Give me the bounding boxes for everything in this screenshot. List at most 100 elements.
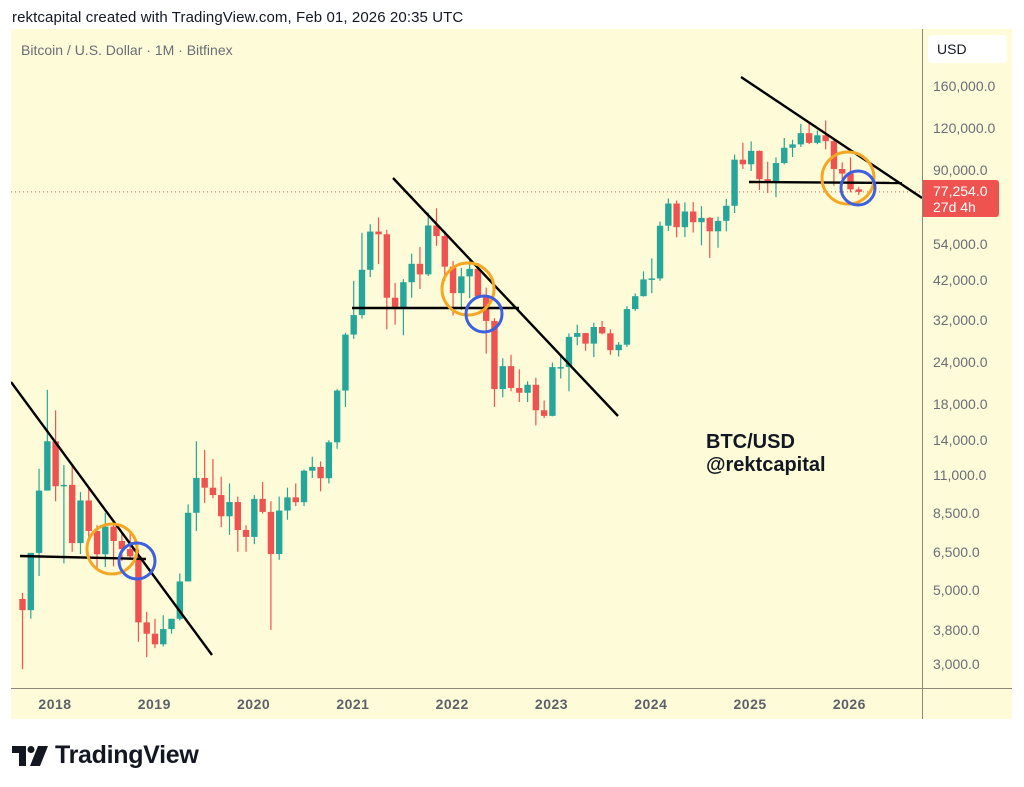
candle-body [209,487,217,496]
candle-body [68,484,76,544]
candle-body [855,189,862,192]
candle-body [640,279,647,297]
candle-body [383,234,391,298]
candle-body [648,278,655,280]
candle-body [615,344,622,351]
price-tick-label: 3,800.0 [933,621,980,638]
candle-body [524,384,531,393]
candle-body [673,203,680,228]
price-tick-label: 5,000.0 [933,581,980,598]
candle-body [367,231,374,270]
tradingview-logo[interactable]: TradingView [12,741,199,770]
candle-body [656,225,664,279]
candle-body [342,334,349,391]
tradingview-logo-icon [12,745,48,766]
candle-body [375,231,382,235]
candle-body [574,333,581,337]
currency-button[interactable]: USD [928,35,1007,63]
candle-body [565,336,573,368]
support-line-2018 [19,554,147,561]
time-tick-label: 2025 [733,696,767,712]
candle-body [747,150,755,165]
candle-body [532,384,540,411]
orange-circle-2018 [85,522,139,576]
candle-body [689,211,697,223]
candle-body [400,282,407,307]
price-tick-label: 3,000.0 [933,656,980,673]
time-tick-label: 2026 [832,696,866,712]
candle-body [85,500,92,531]
candle-body [102,526,109,555]
candle-body [267,511,275,555]
price-tick-label: 18,000.0 [933,395,988,412]
candle-body [325,442,333,479]
candle-body [168,618,175,630]
candle-body [781,147,788,164]
candle-body [723,205,730,221]
candle-body [540,410,548,416]
candle-body [77,500,84,544]
candle-body [516,387,523,393]
time-tick-label: 2022 [435,696,469,712]
trendline-2025 [740,76,922,199]
trendline-2022 [392,177,619,417]
candle-body [300,470,308,503]
candle-body [176,581,184,619]
candle-body [292,497,299,503]
time-tick-label: 2023 [534,696,569,712]
candle-body [607,333,614,351]
candle-body [193,477,200,513]
tradingview-logo-text: TradingView [55,741,199,769]
candle-body [135,556,142,623]
orange-circle-2025 [820,150,876,206]
candle-body [234,502,241,530]
candle-body [60,484,68,487]
price-tick-label: 24,000.0 [933,353,988,370]
candle-body [284,497,291,511]
time-axis-divider [11,688,1012,689]
candle-body [333,390,341,443]
candle-body [458,276,465,294]
candle-body [739,159,747,165]
candle-body [110,526,117,541]
candle-body [466,268,473,277]
blue-circle-2018 [117,541,157,581]
candle-body [242,529,250,537]
support-line-2025 [748,180,903,185]
candle-countdown: 27d 4h [933,199,976,215]
candle-body [549,367,556,416]
candle-body [52,441,59,487]
candle-body [582,333,589,344]
candle-body [160,629,167,645]
candle-body [184,512,192,582]
price-tick-label: 54,000.0 [933,235,988,252]
price-tick-label: 6,500.0 [933,543,980,560]
price-tick-label: 120,000.0 [933,119,996,136]
last-price-tag: 77,254.0 27d 4h [923,180,999,217]
candle-body [822,135,829,142]
symbol-label: Bitcoin / U.S. Dollar · 1M · Bitfinex [21,42,233,58]
candle-body [764,179,771,183]
candle-body [425,225,432,275]
price-tick-label: 32,000.0 [933,312,988,328]
candle-body [731,159,738,206]
candle-body [623,309,631,345]
candle-body [714,220,722,232]
candle-body [797,133,805,145]
blue-circle-2022 [464,294,504,334]
price-tick-label: 14,000.0 [933,432,988,449]
candle-body [598,326,606,334]
candle-body [19,598,26,611]
candle-body [143,622,150,634]
candle-body [309,466,316,471]
candle-body [499,366,506,390]
last-price-value: 77,254.0 [933,183,988,199]
candle-body [317,466,324,479]
candle-body [665,203,672,226]
candle-body [275,510,283,555]
chart-caption: rektcapital created with TradingView.com… [12,9,464,26]
candle-body [358,269,366,316]
time-tick-label: 2018 [38,696,72,712]
candle-body [839,169,846,174]
